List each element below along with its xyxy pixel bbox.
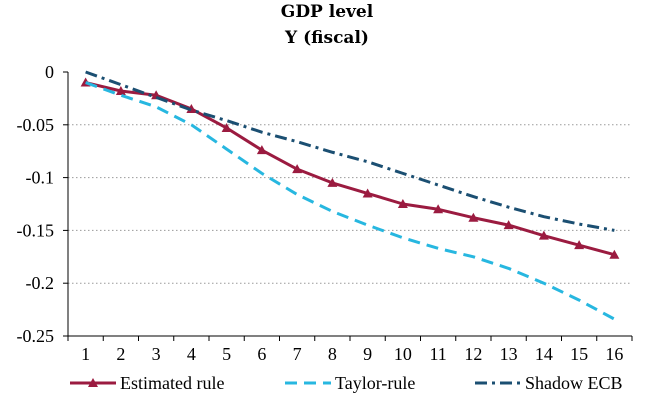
y-tick-label: 0 [45, 62, 54, 82]
data-point-marker [397, 199, 408, 208]
y-tick-label: -0.2 [26, 273, 55, 293]
axes [67, 72, 632, 337]
chart-title: GDP level [280, 2, 374, 22]
data-point-marker [609, 249, 620, 259]
x-tick-label: 16 [605, 344, 623, 364]
data-point-marker [503, 220, 514, 230]
x-tick-label: 8 [328, 344, 337, 364]
data-point-marker [221, 122, 232, 132]
y-tick-label: -0.25 [17, 326, 55, 346]
x-tick-label: 14 [535, 344, 553, 364]
data-point-marker [256, 145, 267, 155]
data-point-marker [433, 204, 444, 214]
data-point-marker [362, 188, 373, 198]
x-tick-label: 6 [257, 344, 266, 364]
y-axis-ticks: 0 -0.05 -0.1 -0.15 -0.2 -0.25 [17, 62, 68, 346]
x-tick-label: 9 [363, 344, 372, 364]
series-line-shadow-ecb [85, 70, 615, 232]
x-tick-label: 2 [116, 344, 125, 364]
series-line-estimated-rule [85, 81, 615, 257]
data-point-marker [538, 230, 549, 240]
data-point-marker [468, 212, 479, 222]
x-tick-label: 1 [81, 344, 90, 364]
x-tick-label: 11 [429, 344, 446, 364]
x-tick-label: 12 [464, 344, 482, 364]
y-tick-label: -0.15 [17, 220, 55, 240]
legend-label: Shadow ECB [525, 373, 623, 393]
chart-subtitle: Y (fiscal) [285, 28, 369, 48]
y-tick-label: -0.1 [26, 168, 55, 188]
x-tick-label: 15 [570, 344, 588, 364]
data-point-marker [327, 177, 338, 187]
x-tick-label: 4 [187, 344, 196, 364]
legend: Estimated rule Taylor-rule Shadow ECB [70, 373, 623, 393]
data-point-marker [115, 86, 126, 96]
series-layer [80, 70, 620, 321]
x-tick-label: 13 [500, 344, 518, 364]
x-tick-label: 10 [394, 344, 412, 364]
legend-label: Estimated rule [120, 373, 224, 393]
x-axis-ticks: 1 2 3 4 5 6 7 8 9 10 11 12 13 14 15 16 [67, 336, 633, 364]
x-tick-label: 7 [293, 344, 302, 364]
legend-marker [88, 378, 98, 387]
series-line-taylor-rule [85, 81, 616, 321]
y-tick-label: -0.05 [17, 115, 55, 135]
data-point-marker [292, 164, 303, 174]
legend-label: Taylor-rule [335, 373, 415, 393]
x-tick-label: 5 [222, 344, 231, 364]
data-point-marker [574, 240, 585, 250]
x-tick-label: 3 [152, 344, 161, 364]
